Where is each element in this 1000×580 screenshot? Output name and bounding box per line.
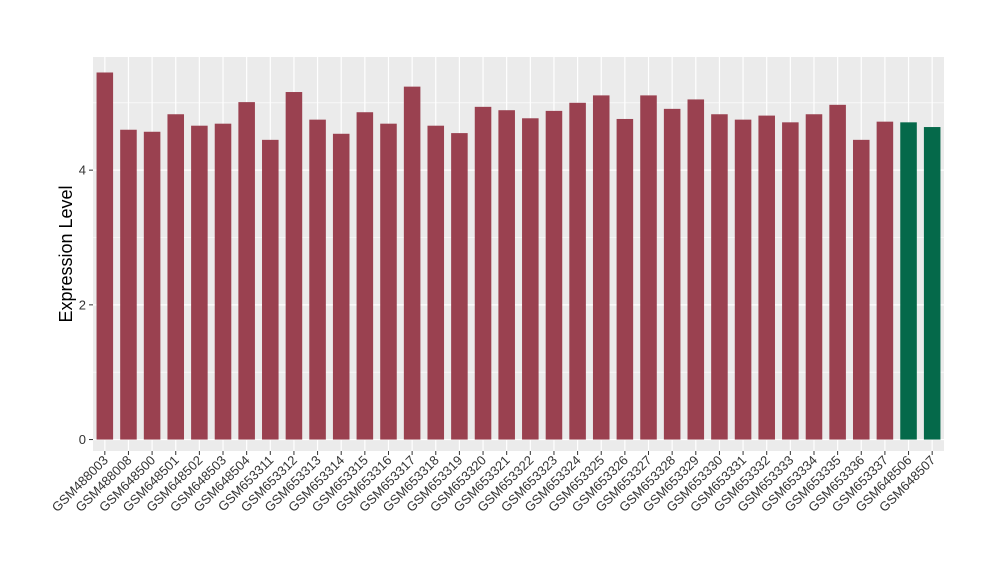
- x-axis: GSM488003GSM488008GSM648500GSM648501GSM6…: [49, 451, 938, 515]
- y-axis: 0 2 4: [79, 163, 93, 447]
- bar-gsm648507: [923, 127, 941, 440]
- y-tick-label: 0: [79, 432, 86, 447]
- bar-gsm653323: [545, 110, 563, 440]
- bar-gsm653331: [734, 119, 752, 440]
- bar-gsm653313: [309, 119, 326, 440]
- y-tick-label: 2: [79, 297, 86, 312]
- bar-gsm653336: [852, 139, 870, 440]
- bar-gsm488008: [120, 129, 137, 440]
- bar-gsm648504: [238, 102, 255, 440]
- bar-gsm653318: [427, 125, 445, 440]
- bar-gsm653317: [403, 86, 421, 440]
- bar-gsm653324: [569, 102, 586, 440]
- bar-gsm653333: [782, 122, 799, 440]
- plot-panel: [93, 57, 944, 451]
- bar-gsm648501: [167, 114, 185, 440]
- y-axis-title: Expression Level: [56, 185, 76, 322]
- bar-gsm653337: [876, 121, 894, 440]
- bar-gsm653319: [451, 133, 468, 440]
- y-tick-label: 4: [79, 163, 86, 178]
- bar-gsm648502: [191, 125, 208, 440]
- bar-gsm653314: [332, 133, 350, 440]
- bar-gsm648500: [143, 131, 161, 440]
- bar-gsm648506: [900, 122, 917, 440]
- bar-gsm653326: [616, 118, 634, 440]
- bar-gsm653328: [663, 108, 681, 440]
- bar-gsm653329: [687, 99, 705, 440]
- bar-gsm653322: [522, 118, 539, 440]
- bar-gsm653327: [640, 95, 657, 440]
- bar-gsm653330: [711, 114, 728, 440]
- bar-gsm653315: [356, 112, 374, 440]
- bar-gsm653320: [474, 106, 492, 440]
- bar-gsm653312: [285, 92, 303, 440]
- bar-gsm648503: [214, 123, 232, 440]
- bar-gsm488003: [96, 72, 114, 440]
- bar-gsm653335: [829, 104, 846, 440]
- bar-gsm653325: [592, 95, 610, 440]
- bar-gsm653321: [498, 110, 515, 440]
- bars: [96, 72, 941, 440]
- bar-gsm653332: [758, 115, 775, 440]
- bar-gsm653334: [805, 114, 823, 440]
- bar-gsm653316: [380, 123, 397, 440]
- bar-gsm653311: [262, 139, 279, 440]
